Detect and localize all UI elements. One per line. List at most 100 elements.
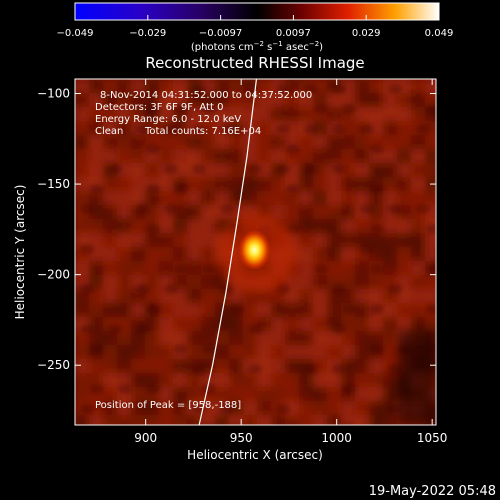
heatmap-cell (159, 401, 173, 415)
heatmap-cell (271, 415, 285, 425)
heatmap-cell (355, 149, 369, 163)
heatmap-cell (145, 345, 159, 359)
heatmap-cell (383, 415, 397, 425)
heatmap-cell (313, 135, 327, 149)
heatmap-cell (75, 191, 89, 205)
heatmap-cell (341, 177, 355, 191)
heatmap-ripple (192, 124, 206, 134)
heatmap-cell (75, 121, 89, 135)
heatmap-cell (299, 93, 313, 107)
heatmap-cell (397, 247, 411, 261)
heatmap-cell (299, 289, 313, 303)
heatmap-cell (103, 373, 117, 387)
heatmap-cell (341, 233, 355, 247)
solar-limb-curve (198, 79, 258, 425)
heatmap-cell (411, 247, 425, 261)
heatmap-cell (383, 387, 397, 401)
heatmap-cell (103, 401, 117, 415)
heatmap-cell (75, 219, 89, 233)
heatmap-cell (299, 429, 313, 443)
heatmap-cell (145, 191, 159, 205)
heatmap-cell (89, 275, 103, 289)
heatmap-cell (257, 79, 271, 93)
heatmap-cell (131, 135, 145, 149)
heatmap-cell (131, 373, 145, 387)
heatmap-cell (369, 373, 383, 387)
heatmap-cell (299, 303, 313, 317)
heatmap-ripple (192, 164, 206, 174)
y-tick-label: −200 (37, 268, 70, 282)
heatmap-ripple (332, 84, 346, 94)
heatmap-cell (215, 359, 229, 373)
heatmap-cell (103, 121, 117, 135)
heatmap-cell (131, 261, 145, 275)
heatmap-cell (257, 107, 271, 121)
heatmap-cell (117, 79, 131, 93)
heatmap-cell (397, 93, 411, 107)
y-tick-label: −150 (37, 177, 70, 191)
heatmap-ripple (454, 344, 468, 354)
heatmap-cell (285, 345, 299, 359)
heatmap-cell (145, 359, 159, 373)
heatmap-cell (313, 289, 327, 303)
heatmap-cell (229, 149, 243, 163)
heatmap-ripple (286, 184, 300, 194)
heatmap-cell (383, 373, 397, 387)
heatmap-cell (313, 275, 327, 289)
heatmap-ripple (370, 144, 384, 154)
heatmap-cell (159, 429, 173, 443)
heatmap-cell (187, 289, 201, 303)
colorbar-tick-label: 0.0097 (276, 28, 311, 39)
heatmap-cell (411, 233, 425, 247)
heatmap-cell (411, 219, 425, 233)
heatmap-cell (383, 331, 397, 345)
heatmap-cell (355, 79, 369, 93)
heatmap-cell (257, 93, 271, 107)
heatmap-cell (299, 205, 313, 219)
heatmap-cell (187, 177, 201, 191)
heatmap-cell (355, 275, 369, 289)
annotation-peak-position: Position of Peak = [958,-188] (95, 400, 241, 411)
heatmap-cell (117, 345, 131, 359)
heatmap-ripple (388, 84, 402, 94)
heatmap-cell (341, 149, 355, 163)
heatmap-cell (173, 331, 187, 345)
heatmap-cell (243, 387, 257, 401)
heatmap-cell (89, 79, 103, 93)
heatmap-cell (159, 373, 173, 387)
heatmap-cell (131, 107, 145, 121)
heatmap-cell (439, 247, 453, 261)
heatmap-cell (355, 191, 369, 205)
heatmap-cell (159, 177, 173, 191)
colorbar-tick-label: −0.029 (129, 28, 166, 39)
heatmap-cell (103, 79, 117, 93)
heatmap-cell (285, 191, 299, 205)
heatmap-cell (243, 345, 257, 359)
heatmap-cell (117, 415, 131, 425)
heatmap-cell (145, 401, 159, 415)
heatmap-cell (215, 191, 229, 205)
heatmap-ripple (174, 104, 188, 114)
heatmap-cell (369, 387, 383, 401)
heatmap-ripples (80, 84, 468, 425)
heatmap-cell (173, 303, 187, 317)
heatmap-ripple (146, 144, 160, 154)
heatmap-cell (397, 219, 411, 233)
heatmap-cell (173, 191, 187, 205)
heatmap-ripple (342, 384, 356, 394)
heatmap-cell (75, 359, 89, 373)
heatmap-ripple (146, 304, 160, 314)
heatmap-cell (159, 107, 173, 121)
heatmap-cell (355, 401, 369, 415)
heatmap-cell (327, 149, 341, 163)
heatmap-cell (145, 289, 159, 303)
heatmap-cell (257, 401, 271, 415)
heatmap-cell (355, 303, 369, 317)
heatmap-cell (271, 303, 285, 317)
heatmap-ripple (286, 144, 300, 154)
heatmap-ripple (146, 104, 160, 114)
heatmap-ripple (444, 364, 458, 374)
heatmap-cell (75, 79, 89, 93)
heatmap-cell (201, 205, 215, 219)
heatmap-cell (215, 149, 229, 163)
